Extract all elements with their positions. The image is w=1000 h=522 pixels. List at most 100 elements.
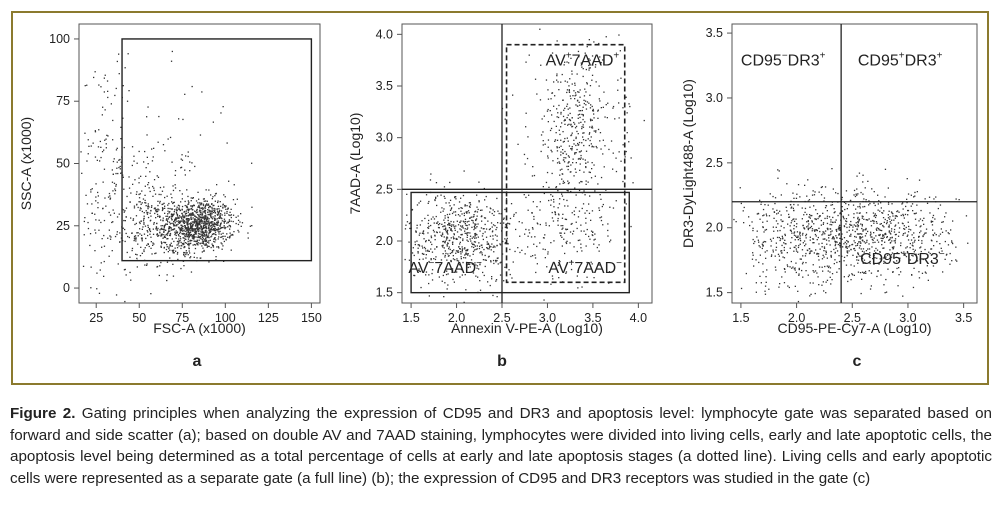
data-point bbox=[918, 271, 920, 273]
data-point bbox=[224, 205, 226, 207]
data-point bbox=[789, 247, 791, 249]
data-point bbox=[180, 229, 182, 231]
data-point bbox=[590, 219, 592, 221]
data-point bbox=[195, 221, 197, 223]
data-point bbox=[167, 231, 170, 233]
data-point bbox=[144, 225, 147, 227]
data-point bbox=[949, 263, 951, 265]
data-point bbox=[217, 220, 219, 222]
data-point bbox=[797, 246, 800, 249]
data-point bbox=[221, 217, 223, 220]
data-point bbox=[879, 229, 881, 231]
data-point bbox=[476, 226, 478, 228]
data-point bbox=[447, 224, 449, 226]
data-point bbox=[464, 248, 466, 250]
data-point bbox=[456, 258, 458, 260]
data-point bbox=[851, 224, 853, 226]
data-point bbox=[880, 202, 882, 204]
data-point bbox=[131, 232, 133, 234]
data-point bbox=[433, 222, 435, 224]
data-point bbox=[139, 207, 142, 209]
data-point bbox=[778, 236, 780, 239]
data-point bbox=[778, 259, 781, 261]
data-point bbox=[176, 220, 178, 223]
data-point bbox=[586, 276, 588, 278]
data-point bbox=[185, 227, 187, 229]
data-point bbox=[446, 270, 448, 272]
data-point bbox=[181, 154, 183, 156]
data-point bbox=[859, 236, 862, 238]
data-point bbox=[157, 215, 159, 218]
data-point bbox=[455, 250, 458, 252]
data-point bbox=[212, 209, 214, 211]
data-point bbox=[577, 142, 579, 145]
data-point bbox=[445, 231, 448, 233]
data-point bbox=[887, 214, 889, 216]
data-point bbox=[478, 181, 480, 183]
data-point bbox=[201, 229, 204, 231]
data-point bbox=[430, 218, 433, 220]
data-point bbox=[572, 95, 574, 97]
data-point bbox=[926, 202, 929, 204]
data-point bbox=[194, 222, 196, 224]
data-point bbox=[752, 227, 754, 229]
data-point bbox=[867, 219, 869, 221]
data-point bbox=[191, 225, 194, 227]
data-point bbox=[140, 220, 142, 222]
data-point bbox=[833, 263, 835, 265]
data-point bbox=[796, 193, 798, 195]
data-point bbox=[876, 257, 878, 259]
data-point bbox=[178, 242, 180, 244]
data-point bbox=[93, 76, 95, 79]
data-point bbox=[525, 61, 527, 63]
data-point bbox=[166, 238, 168, 240]
data-point bbox=[199, 235, 201, 238]
data-point bbox=[222, 235, 224, 237]
data-point bbox=[164, 234, 166, 236]
data-point bbox=[177, 216, 179, 218]
data-point bbox=[561, 168, 563, 170]
data-point bbox=[123, 188, 125, 190]
data-point bbox=[814, 218, 816, 220]
data-point bbox=[599, 194, 601, 196]
data-point bbox=[838, 268, 840, 270]
data-point bbox=[540, 150, 542, 153]
data-point bbox=[610, 239, 612, 241]
data-point bbox=[131, 146, 134, 148]
data-point bbox=[222, 206, 224, 208]
data-point bbox=[156, 211, 158, 213]
data-point bbox=[827, 266, 830, 269]
data-point bbox=[126, 251, 128, 254]
data-point bbox=[856, 233, 859, 235]
data-point bbox=[134, 238, 136, 240]
data-point bbox=[98, 219, 100, 221]
data-point bbox=[459, 243, 461, 245]
data-point bbox=[186, 252, 188, 254]
data-point bbox=[156, 229, 159, 231]
data-point bbox=[443, 228, 445, 230]
data-point bbox=[799, 196, 801, 198]
data-point bbox=[164, 205, 166, 207]
data-point bbox=[799, 231, 801, 233]
data-point bbox=[563, 157, 565, 159]
data-point bbox=[95, 232, 97, 234]
data-point bbox=[770, 255, 773, 257]
data-point bbox=[173, 240, 175, 243]
data-point bbox=[567, 155, 570, 157]
data-point bbox=[192, 217, 194, 219]
data-point bbox=[918, 179, 921, 181]
data-point bbox=[586, 228, 588, 231]
data-point bbox=[195, 233, 198, 235]
data-point bbox=[822, 281, 824, 283]
data-point bbox=[908, 225, 910, 228]
data-point bbox=[90, 191, 92, 193]
data-point bbox=[444, 282, 446, 284]
data-point bbox=[584, 194, 586, 196]
data-point bbox=[632, 182, 634, 184]
data-point bbox=[87, 227, 90, 230]
data-point bbox=[904, 228, 906, 230]
data-point bbox=[555, 132, 557, 134]
data-point bbox=[163, 247, 165, 249]
data-point bbox=[479, 245, 481, 247]
data-point bbox=[779, 283, 781, 285]
